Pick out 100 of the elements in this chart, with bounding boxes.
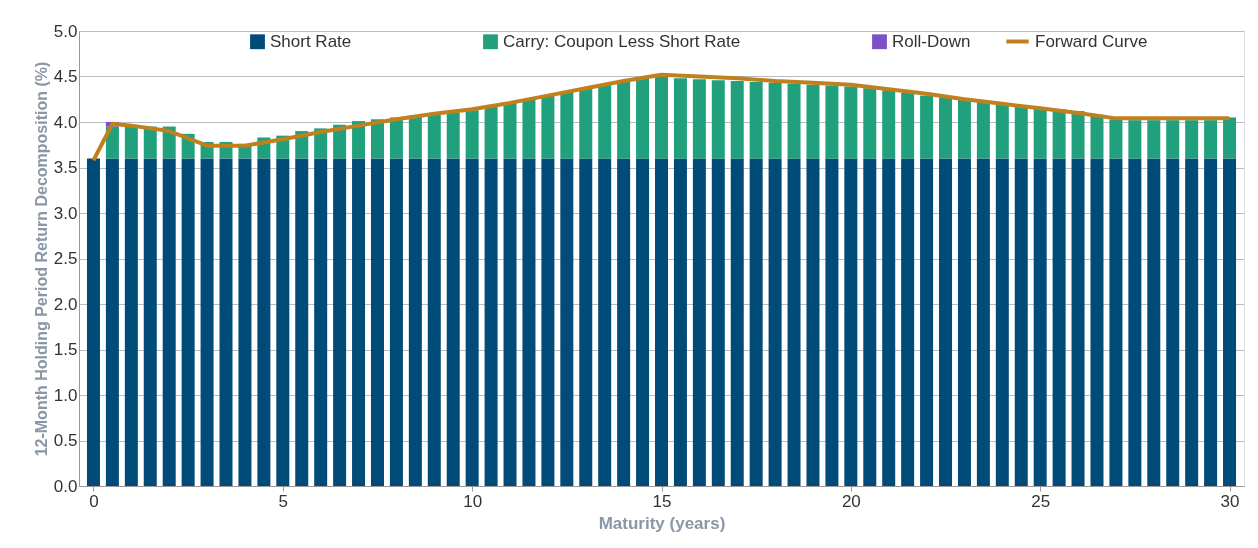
- bar: [1166, 120, 1180, 159]
- bar: [1166, 158, 1180, 486]
- bar: [465, 110, 479, 159]
- bar: [370, 158, 384, 486]
- bar: [863, 158, 877, 486]
- bar: [333, 158, 347, 486]
- bar: [276, 158, 290, 486]
- bar: [579, 158, 593, 486]
- bar: [238, 158, 252, 486]
- bar: [1128, 120, 1142, 159]
- bar: [541, 95, 555, 159]
- bar: [560, 158, 574, 486]
- x-tick-label: 15: [652, 491, 672, 511]
- bar: [806, 84, 820, 159]
- y-tick-label: 5.0: [53, 21, 78, 41]
- bar: [1204, 158, 1218, 486]
- bar: [1147, 158, 1161, 486]
- bar: [503, 102, 517, 159]
- bar: [939, 158, 953, 486]
- legend-label: Forward Curve: [1035, 31, 1148, 51]
- x-tick-label: 5: [278, 491, 289, 511]
- bar: [749, 158, 763, 486]
- bar: [655, 158, 668, 486]
- bar: [1223, 158, 1237, 486]
- bar: [1052, 158, 1066, 486]
- bar: [1204, 120, 1218, 159]
- bar: [768, 158, 782, 486]
- legend-label: Short Rate: [270, 31, 352, 51]
- bar: [1090, 158, 1104, 486]
- y-tick-label: 0.5: [53, 431, 78, 450]
- bar: [219, 158, 233, 486]
- y-tick-label: 2.5: [53, 249, 78, 268]
- x-tick-label: 30: [1220, 491, 1240, 511]
- x-tick-label: 20: [841, 491, 861, 511]
- bar: [389, 117, 403, 159]
- x-axis-title: Maturity (years): [598, 513, 726, 533]
- bar: [446, 158, 460, 486]
- bar: [162, 158, 176, 486]
- bar: [1033, 108, 1047, 159]
- bar: [1014, 106, 1028, 159]
- y-axis-title: 12-Month Holding Period Return Decomposition (%): [32, 61, 50, 457]
- bar: [844, 158, 858, 486]
- bar: [598, 158, 612, 486]
- y-tick-label: 4.5: [53, 67, 78, 86]
- line-series: [91, 72, 1232, 163]
- bar: [465, 158, 479, 486]
- bar: [541, 158, 555, 486]
- bar: [787, 83, 801, 159]
- bar: [655, 76, 668, 159]
- bar: [844, 86, 858, 159]
- y-tick-label: 4.0: [53, 112, 78, 132]
- bar: [825, 158, 839, 486]
- x-tick-label: 0: [89, 491, 99, 511]
- bar: [692, 158, 706, 486]
- bar: [408, 158, 422, 486]
- bar: [976, 158, 990, 486]
- bar: [1223, 117, 1237, 159]
- bar: [1128, 158, 1142, 486]
- bar: [1090, 114, 1104, 159]
- bar: [920, 158, 934, 486]
- bar: [636, 77, 650, 159]
- bar: [806, 158, 820, 486]
- bar: [749, 81, 763, 159]
- bar: [1185, 158, 1199, 486]
- bar: [522, 99, 536, 159]
- y-tick-label: 3.5: [53, 158, 78, 177]
- bar: [673, 78, 687, 159]
- bar: [427, 114, 441, 159]
- bar: [920, 95, 934, 159]
- bar: [86, 158, 100, 486]
- bar: [579, 88, 593, 159]
- bar: [901, 158, 915, 486]
- bar: [143, 158, 157, 486]
- bar: [503, 158, 517, 486]
- bar: [200, 158, 214, 486]
- bar: [1052, 109, 1066, 159]
- bar: [617, 158, 631, 486]
- bar: [1147, 120, 1161, 159]
- legend-label: Roll-Down: [892, 31, 971, 51]
- bar: [408, 115, 422, 159]
- bar: [522, 158, 536, 486]
- bar: [995, 158, 1009, 486]
- x-tick-label: 25: [1031, 491, 1051, 511]
- y-tick-label: 2.0: [53, 294, 78, 314]
- bar: [1109, 158, 1123, 486]
- legend-label: Carry: Coupon Less Short Rate: [503, 31, 741, 51]
- bar: [1071, 111, 1085, 159]
- bar: [124, 125, 138, 159]
- bar: [427, 158, 441, 486]
- bar: [257, 158, 271, 486]
- bar: [882, 158, 896, 486]
- bar: [957, 99, 971, 159]
- x-tick-label: 10: [463, 491, 483, 511]
- bar: [882, 90, 896, 159]
- bar: [768, 82, 782, 159]
- bar: [484, 158, 498, 486]
- bar: [711, 80, 725, 159]
- bar: [352, 158, 366, 486]
- bar: [957, 158, 971, 486]
- bar: [730, 158, 744, 486]
